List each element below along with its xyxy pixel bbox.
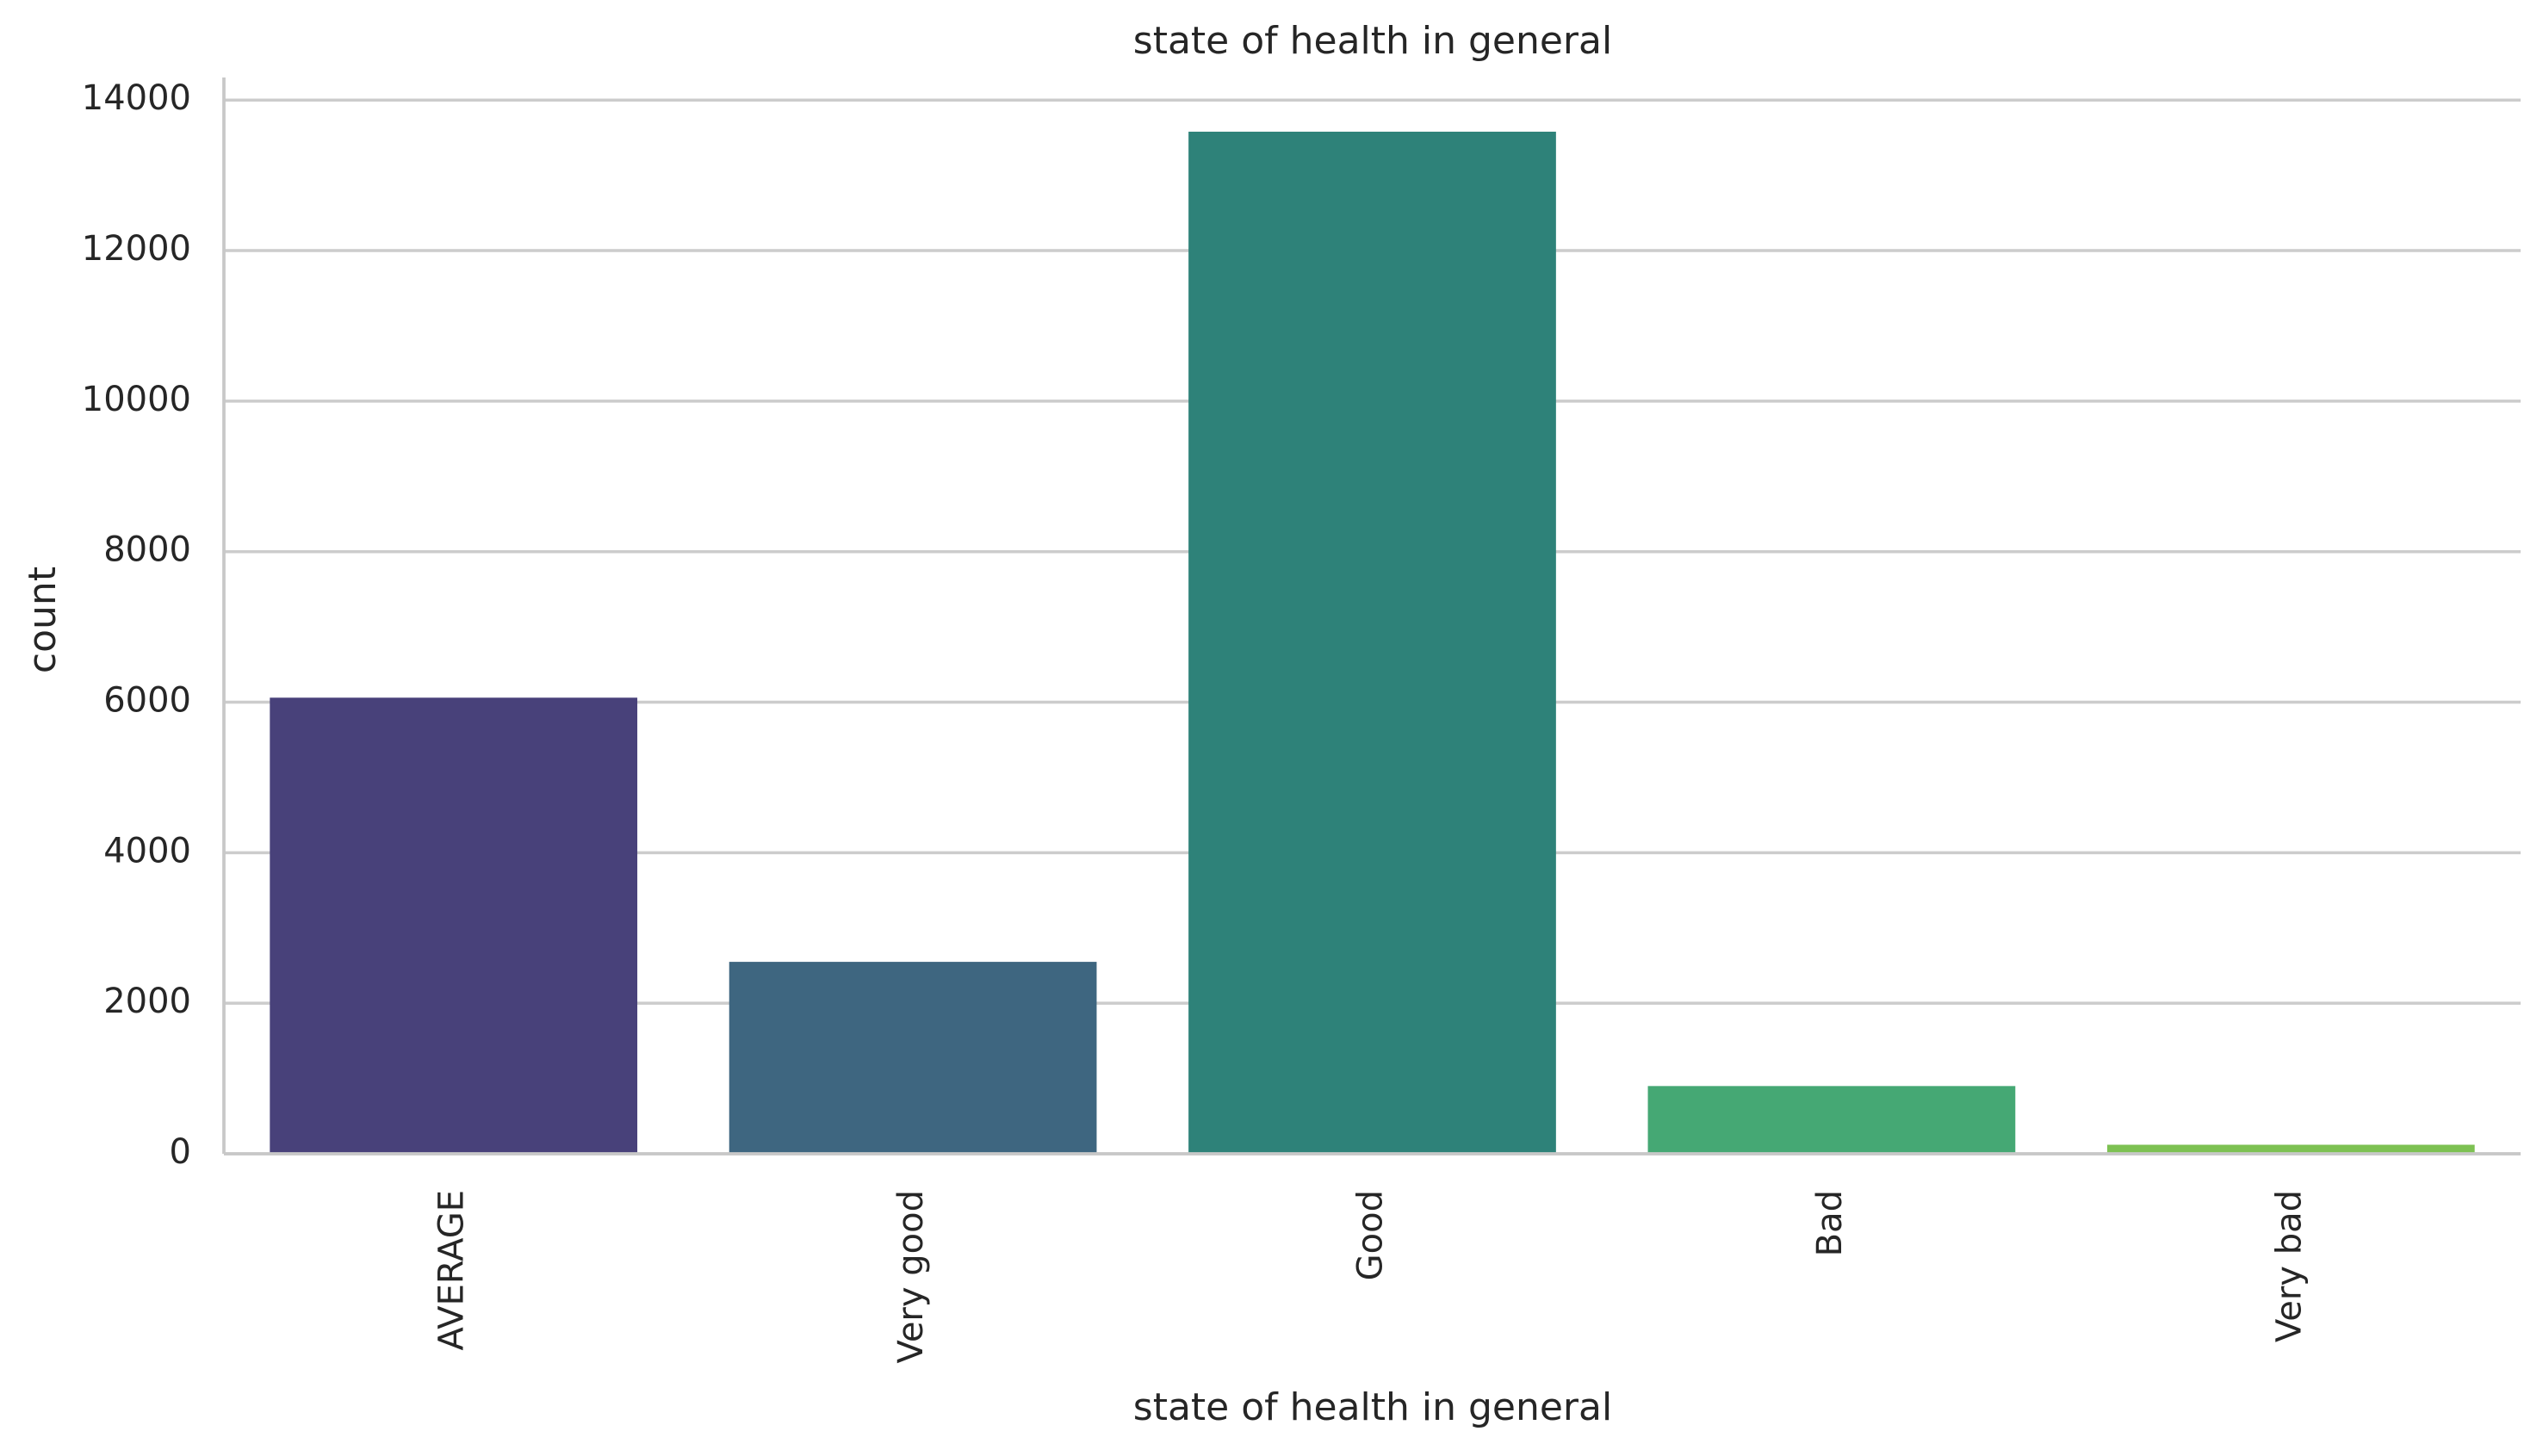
- bar-average: [270, 697, 638, 1154]
- x-tick-labels: AVERAGE Very good Good Bad Very bad: [432, 1190, 2310, 1363]
- x-tick-label: Good: [1351, 1190, 1391, 1280]
- y-tick-label: 14000: [82, 78, 191, 118]
- y-tick-label: 10000: [82, 380, 191, 419]
- chart-title: state of health in general: [1133, 19, 1612, 63]
- y-tick-label: 0: [170, 1132, 191, 1172]
- x-tick-label: Very bad: [2269, 1190, 2309, 1342]
- x-tick-label: AVERAGE: [432, 1190, 472, 1351]
- x-tick-label: Very good: [891, 1190, 931, 1363]
- y-tick-label: 4000: [103, 831, 191, 871]
- y-axis-label: count: [21, 567, 65, 673]
- x-axis-label: state of health in general: [1133, 1385, 1612, 1429]
- x-tick-label: Bad: [1810, 1190, 1850, 1256]
- y-tick-label: 6000: [103, 681, 191, 721]
- bar-very-bad: [2106, 1144, 2475, 1154]
- bar-good: [1188, 131, 1556, 1155]
- y-tick-label: 12000: [82, 229, 191, 269]
- bar-very-good: [729, 962, 1097, 1154]
- y-tick-label: 8000: [103, 530, 191, 570]
- bar-bad: [1647, 1086, 2016, 1154]
- y-tick-label: 2000: [103, 982, 191, 1021]
- bars: [270, 131, 2475, 1155]
- y-tick-labels: 0 2000 4000 6000 8000 10000 12000 14000: [82, 78, 191, 1172]
